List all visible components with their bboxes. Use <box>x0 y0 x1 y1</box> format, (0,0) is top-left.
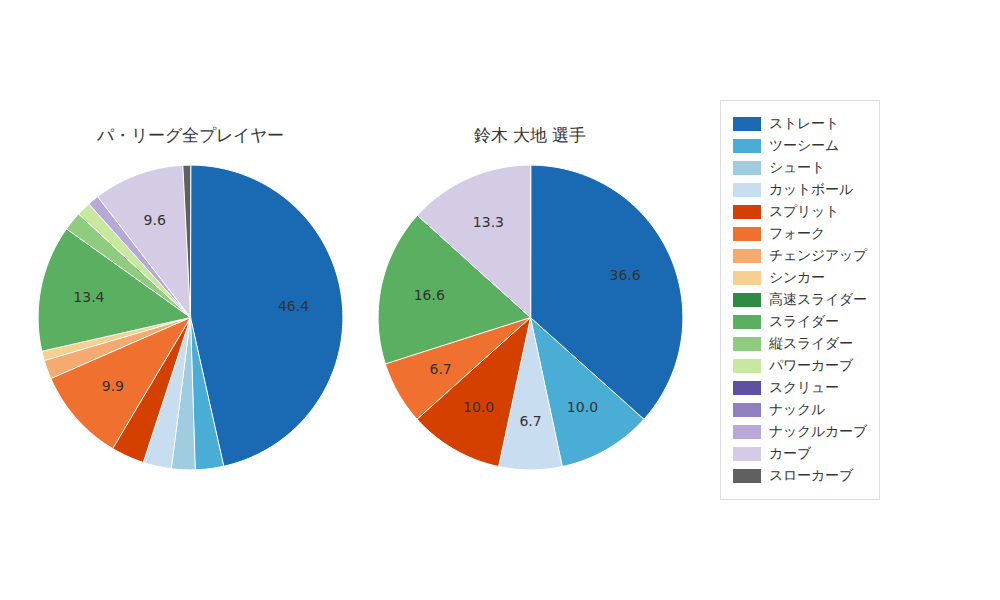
html-text:高速スライダー: 高速スライダー <box>769 291 867 307</box>
html-text:ナックル: ナックル <box>769 401 825 417</box>
html-text:ストレート: ストレート <box>769 115 839 131</box>
html-text:パ・リーグ全プレイヤー: パ・リーグ全プレイヤー <box>96 124 284 145</box>
svg-text:13.3: 13.3 <box>473 214 504 230</box>
svg-text:16.6: 16.6 <box>414 287 445 303</box>
html-text:シュート: シュート <box>769 159 825 175</box>
html-text:カーブ: カーブ <box>769 445 811 461</box>
svg-text:6.7: 6.7 <box>519 412 541 428</box>
svg-text:9.9: 9.9 <box>102 377 124 393</box>
svg-text:10.0: 10.0 <box>567 398 598 414</box>
html-text:ナックルカーブ: ナックルカーブ <box>769 423 867 439</box>
svg-text:10.0: 10.0 <box>463 398 494 414</box>
svg-text:9.6: 9.6 <box>144 211 166 227</box>
html-text:ツーシーム: ツーシーム <box>769 137 839 153</box>
svg-text:6.7: 6.7 <box>429 360 451 376</box>
html-text:縦スライダー: 縦スライダー <box>769 335 853 351</box>
html-text:鈴木 大地 選手: 鈴木 大地 選手 <box>473 124 587 145</box>
html-text:パワーカーブ: パワーカーブ <box>769 357 853 373</box>
svg-text:13.4: 13.4 <box>73 288 104 304</box>
html-text:スクリュー: スクリュー <box>769 379 839 395</box>
html-text:チェンジアップ: チェンジアップ <box>769 247 867 263</box>
svg-text:36.6: 36.6 <box>610 266 641 282</box>
html-text:スライダー: スライダー <box>769 313 839 329</box>
html-text:スローカーブ: スローカーブ <box>769 467 853 483</box>
html-text:シンカー: シンカー <box>769 269 825 285</box>
html-text:フォーク: フォーク <box>769 225 825 241</box>
html-text:カットボール: カットボール <box>769 181 853 197</box>
html-text:スプリット: スプリット <box>769 203 839 219</box>
svg-text:46.4: 46.4 <box>278 297 309 313</box>
